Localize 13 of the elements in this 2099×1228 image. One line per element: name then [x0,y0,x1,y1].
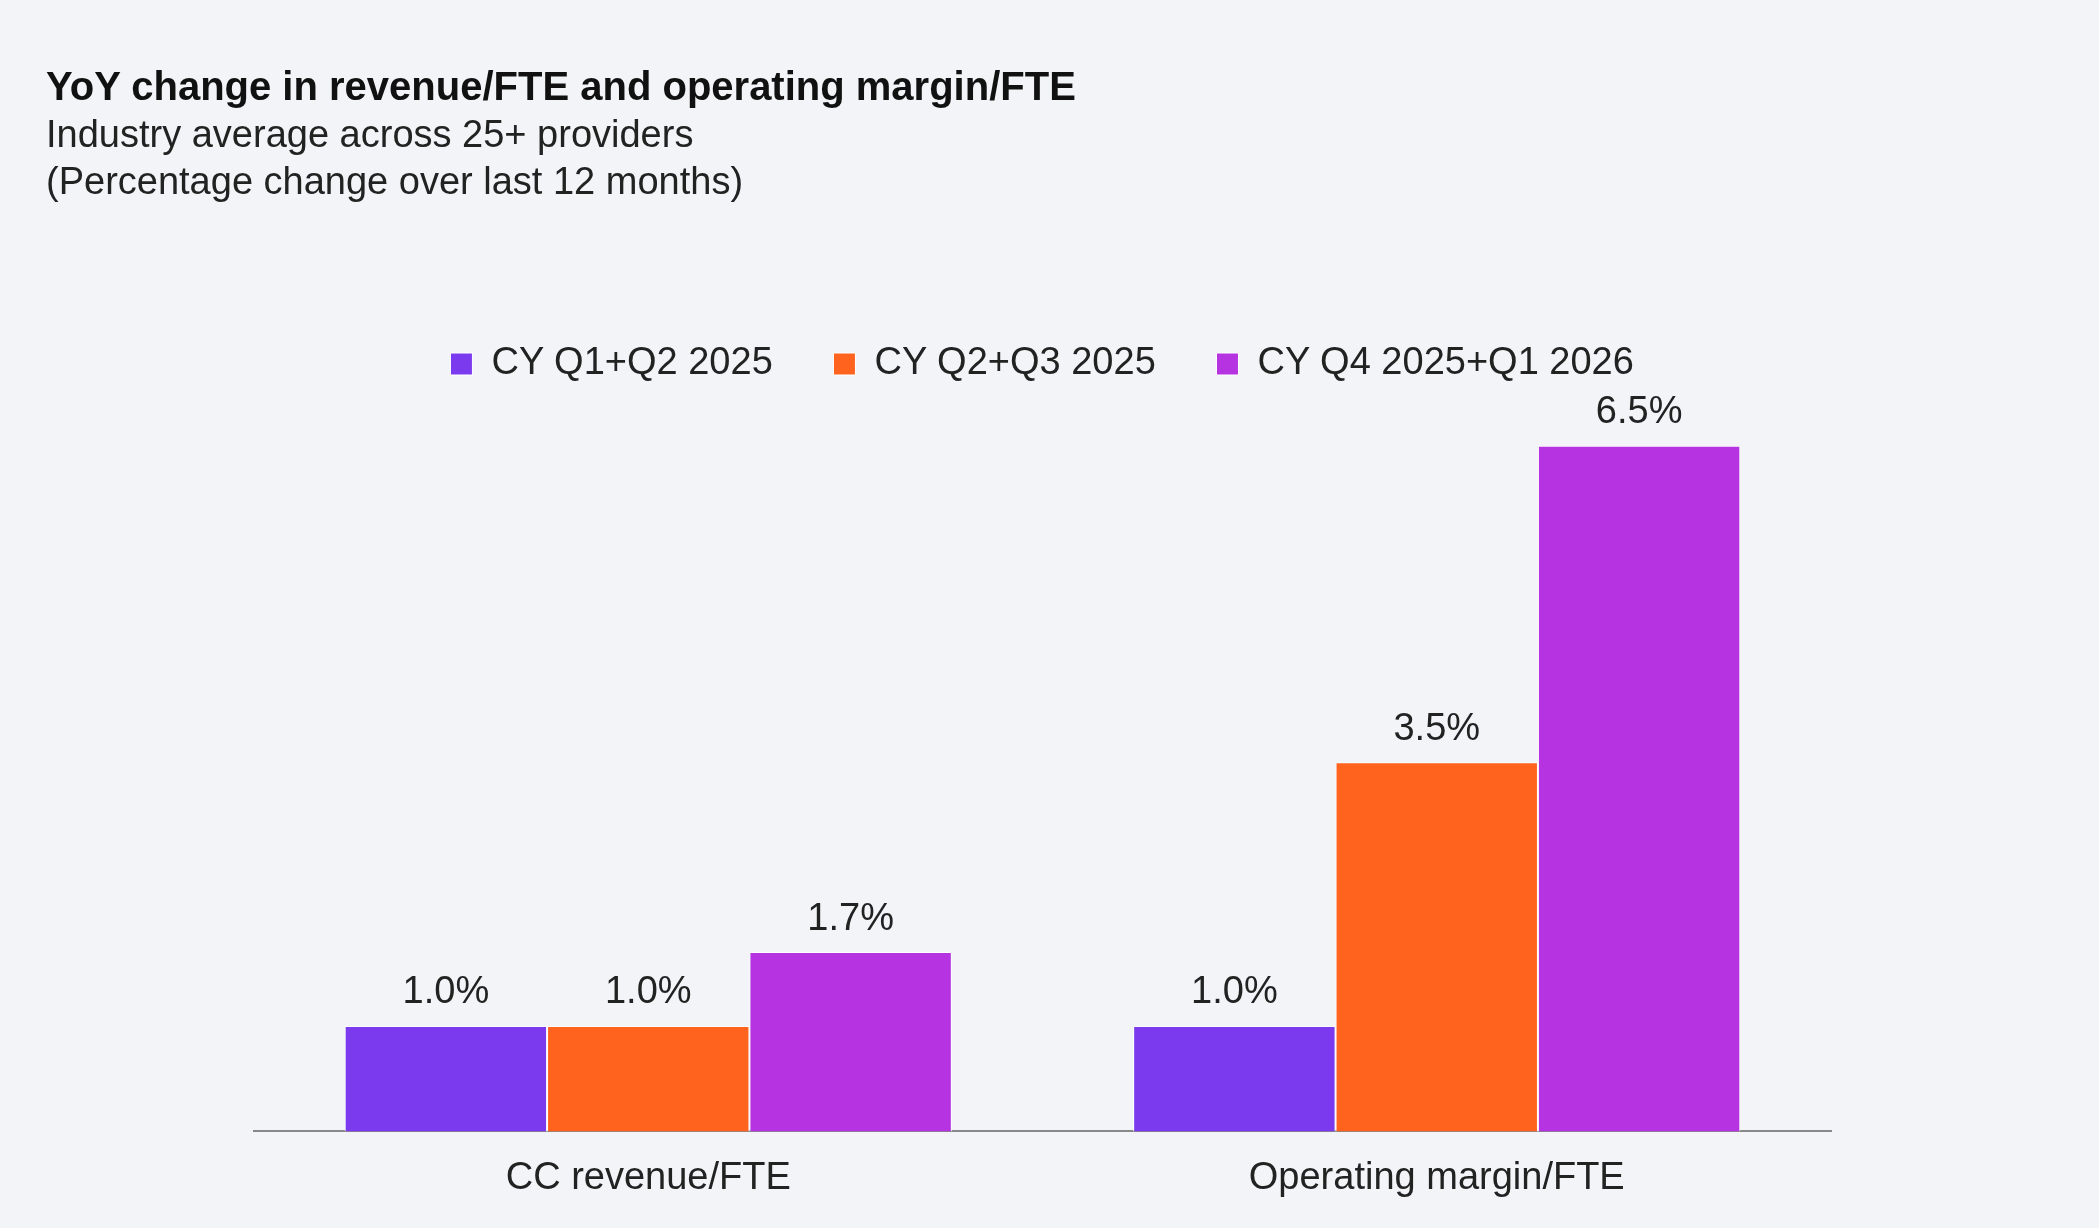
data-label: 6.5% [1595,389,1683,432]
data-label: 1.0% [604,969,692,1012]
legend-label: CY Q1+Q2 2025 [491,340,773,383]
data-label: 1.0% [1191,969,1278,1012]
legend-label: CY Q4 2025+Q1 2026 [1257,340,1634,383]
chart-subtitle: Industry average across 25+ providers (Percentage change over last 12 months) [46,113,745,203]
data-label: 3.5% [1393,705,1481,748]
chart-title: YoY change in revenue/FTE and operating margin/FTE [46,64,1076,109]
data-label: 1.0% [402,969,490,1012]
data-label: 1.7% [807,895,894,938]
x-tick-label: CC revenue/FTE [505,1154,791,1197]
legend-label: CY Q2+Q3 2025 [874,340,1156,383]
x-tick-label: Operating margin/FTE [1248,1154,1625,1197]
